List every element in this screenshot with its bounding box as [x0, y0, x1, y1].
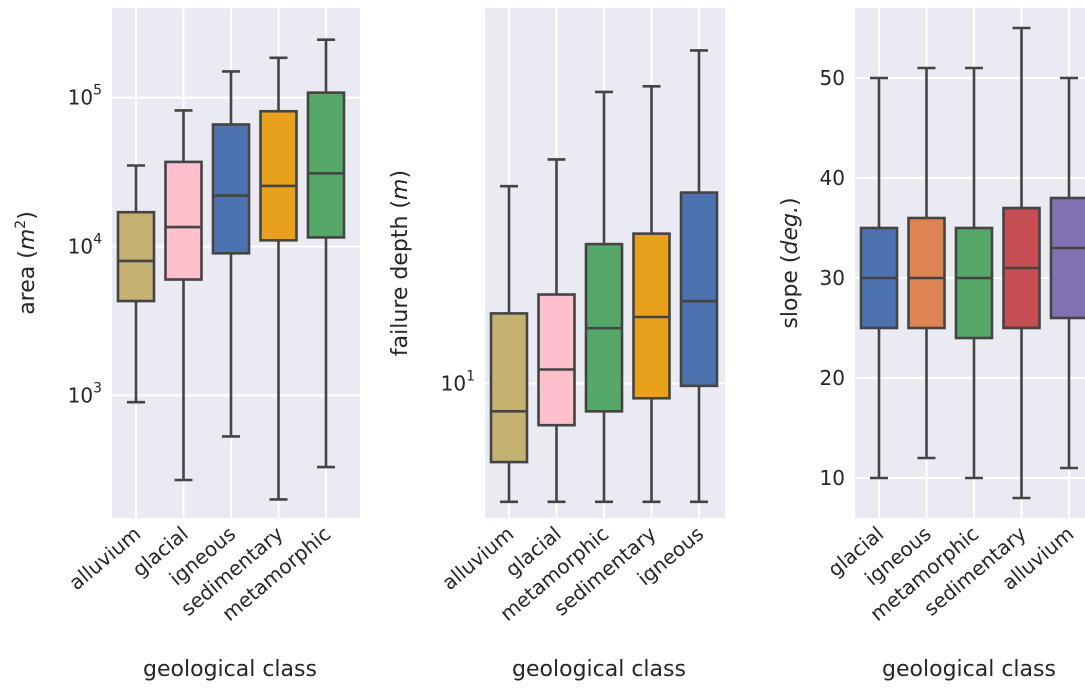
box-glacial — [537, 158, 576, 504]
x-axis-label: geological class — [143, 657, 317, 682]
y-label-text: area ( — [15, 250, 40, 315]
y-label-close: ) — [388, 170, 413, 179]
y-tick-base: 10 — [441, 371, 466, 395]
iqr-box — [679, 191, 719, 388]
iqr-box — [1049, 196, 1085, 320]
box-sedimentary — [1002, 26, 1041, 500]
y-label-math: m — [15, 229, 40, 250]
box-metamorphic — [306, 38, 346, 469]
box-sedimentary — [259, 56, 298, 501]
y-label-math: deg. — [778, 206, 803, 254]
box-glacial — [164, 109, 203, 482]
iqr-box — [489, 312, 529, 464]
box-alluvium — [1049, 76, 1085, 470]
box-sedimentary — [632, 85, 671, 504]
y-tick-base: 10 — [68, 234, 93, 258]
y-tick-label: 10 — [820, 466, 845, 490]
iqr-box — [907, 216, 946, 330]
y-tick-label: 50 — [820, 66, 845, 90]
plot-area — [485, 8, 725, 518]
y-tick-label: 104 — [68, 231, 102, 258]
y-tick-label: 20 — [820, 366, 845, 390]
box-glacial — [859, 76, 899, 480]
y-tick-label: 105 — [68, 83, 102, 110]
box-metamorphic — [954, 66, 994, 480]
y-tick-label: 40 — [820, 166, 845, 190]
iqr-box — [537, 293, 576, 427]
y-axis-label: slope (deg.) — [778, 197, 803, 328]
y-axis-label: failure depth (m) — [388, 170, 413, 356]
y-tick-exponent: 5 — [93, 83, 102, 99]
y-label-close: ) — [778, 197, 803, 206]
iqr-box — [211, 123, 251, 255]
y-label-text: failure depth ( — [388, 200, 413, 356]
y-label-text: slope ( — [778, 254, 803, 328]
plot-area — [112, 8, 360, 518]
y-tick-label: 101 — [441, 368, 475, 395]
iqr-box — [306, 91, 346, 239]
y-tick-label: 103 — [68, 380, 102, 407]
y-axis-label: area (m2) — [13, 211, 40, 315]
charts-root: 103104105alluviumglacialigneoussedimenta… — [13, 8, 1085, 682]
box-alluvium — [116, 164, 156, 404]
iqr-box — [259, 109, 298, 242]
y-tick-base: 10 — [68, 86, 93, 110]
box-metamorphic — [584, 90, 624, 504]
y-tick-label: 30 — [820, 266, 845, 290]
box-igneous — [679, 49, 719, 504]
y-tick-exponent: 1 — [466, 368, 475, 384]
iqr-box — [116, 210, 156, 303]
y-label-math: m — [388, 179, 413, 200]
box-igneous — [211, 70, 251, 438]
x-axis-label: geological class — [512, 657, 686, 682]
box-alluvium — [489, 184, 529, 504]
x-axis-label: geological class — [882, 657, 1056, 682]
chart-panel-1: 103104105alluviumglacialigneoussedimenta… — [13, 8, 360, 682]
y-tick-exponent: 4 — [93, 231, 102, 247]
plot-area — [855, 8, 1085, 518]
chart-panel-2: 101alluviumglacialmetamorphicsedimentary… — [388, 8, 725, 682]
y-tick-base: 10 — [68, 383, 93, 407]
y-tick-exponent: 3 — [93, 380, 102, 396]
chart-panel-3: 1020304050glacialigneousmetamorphicsedim… — [778, 8, 1085, 682]
y-label-close: ) — [15, 211, 40, 220]
box-igneous — [907, 66, 946, 460]
iqr-box — [954, 226, 994, 340]
y-label-superscript: 2 — [13, 220, 29, 229]
iqr-box — [164, 160, 203, 281]
